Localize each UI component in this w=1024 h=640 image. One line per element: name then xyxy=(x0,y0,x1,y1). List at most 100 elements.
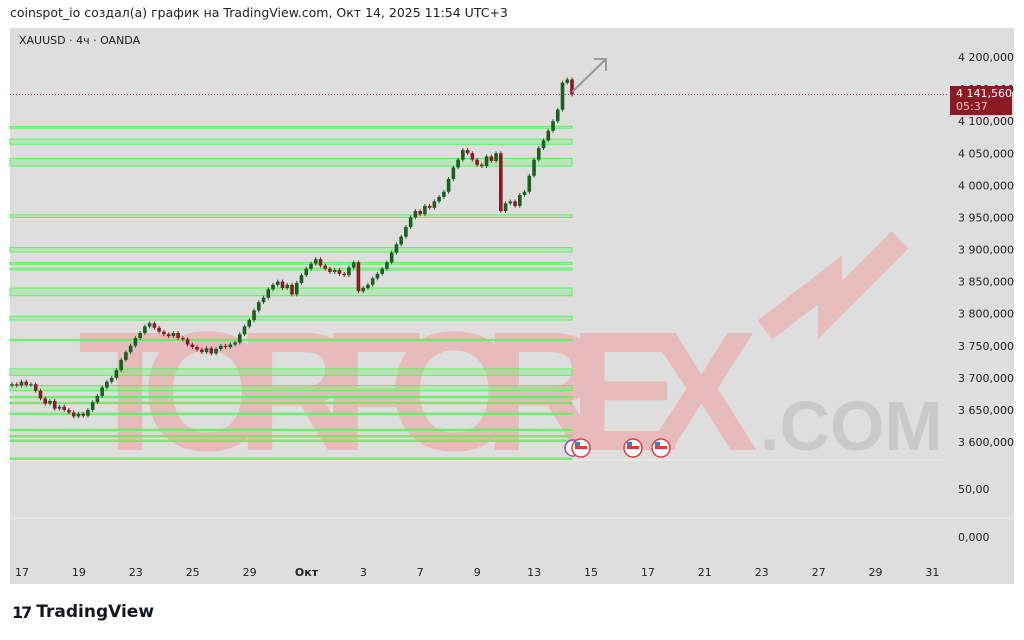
candle-body xyxy=(247,320,252,327)
support-zone xyxy=(9,428,573,431)
candle-body xyxy=(166,334,171,337)
candle-body xyxy=(237,334,242,343)
date-tick-label: 27 xyxy=(812,566,826,579)
candle-body xyxy=(536,148,541,160)
candle-body xyxy=(437,196,441,202)
price-tick-label: 3 700,000 xyxy=(958,372,1014,385)
last-price-tag: 4 141,560 05:37 xyxy=(950,86,1012,115)
date-tick-label: 23 xyxy=(129,566,143,579)
date-tick-label: 25 xyxy=(186,566,200,579)
candle-body xyxy=(133,338,138,346)
candle-body xyxy=(318,259,323,266)
support-zone xyxy=(9,315,573,321)
candle-body xyxy=(52,400,57,409)
date-tick-label: 19 xyxy=(72,566,86,579)
price-tick-label: 3 600,000 xyxy=(958,436,1014,449)
candle-body xyxy=(171,332,176,337)
candle-body xyxy=(337,270,342,274)
candle-body xyxy=(252,310,256,321)
candle-body xyxy=(565,79,570,83)
candle-body xyxy=(71,412,76,417)
candle-body xyxy=(313,259,318,264)
candle-body xyxy=(461,150,465,160)
candle-body xyxy=(223,345,228,348)
candle-body xyxy=(356,262,361,292)
support-zone xyxy=(9,368,573,376)
price-tick-label: 3 800,000 xyxy=(958,308,1014,321)
candle-body xyxy=(19,381,24,386)
candle-body xyxy=(67,409,71,413)
candle-body xyxy=(304,268,309,276)
date-tick-label: 7 xyxy=(417,566,424,579)
candle-body xyxy=(427,205,432,208)
support-zone xyxy=(9,247,573,253)
candle-body xyxy=(370,278,375,285)
date-tick-label: 21 xyxy=(698,566,712,579)
candle-body xyxy=(475,159,479,165)
candle-body xyxy=(408,217,413,228)
candle-body xyxy=(214,348,218,354)
tradingview-mark-icon: 17 xyxy=(12,602,32,622)
candle-body xyxy=(489,156,494,161)
price-tick-label: 4 100,000 xyxy=(958,115,1014,128)
candle-body xyxy=(299,275,304,283)
candle-body xyxy=(219,345,223,349)
candle-body xyxy=(143,326,147,333)
candle-body xyxy=(404,227,408,237)
candle-body xyxy=(499,153,503,212)
symbol-info: XAUUSD · 4ч · OANDA xyxy=(19,34,141,47)
candle-body xyxy=(204,348,209,353)
candle-body xyxy=(43,398,48,404)
candle-body xyxy=(81,413,85,416)
candle-body xyxy=(200,349,204,353)
candle-body xyxy=(147,323,152,327)
price-tick-label: 4 200,000 xyxy=(958,51,1014,64)
candle-body xyxy=(280,281,285,289)
candle-body xyxy=(484,156,489,167)
support-zone xyxy=(9,439,573,442)
pane-label: 0,000 xyxy=(958,531,990,544)
candle-body xyxy=(380,268,384,274)
price-tick-label: 4 000,000 xyxy=(958,179,1014,192)
candle-body xyxy=(551,121,555,131)
support-zone xyxy=(9,157,573,167)
candle-body xyxy=(285,284,290,289)
last-price-value: 4 141,560 xyxy=(956,87,1012,100)
candle-body xyxy=(24,381,29,385)
candle-body xyxy=(209,348,214,354)
candle-body xyxy=(185,339,190,345)
tradingview-logo[interactable]: 17 TradingView xyxy=(12,602,154,622)
candle-body xyxy=(14,384,19,386)
candle-body xyxy=(351,262,356,268)
candle-body xyxy=(190,344,195,348)
candle-body xyxy=(114,370,119,378)
candle-body xyxy=(228,344,233,348)
pane-label: 50,00 xyxy=(958,483,990,496)
watermark-logo: TORFOREX .COM xyxy=(78,231,943,487)
price-tick-label: 4 050,000 xyxy=(958,147,1014,160)
candle-body xyxy=(508,201,513,204)
candle-body xyxy=(555,109,560,122)
candle-body xyxy=(157,327,161,332)
candle-body xyxy=(100,387,104,396)
candle-body xyxy=(394,244,399,253)
candle-body xyxy=(86,409,90,416)
candle-body xyxy=(560,82,565,110)
candle-body xyxy=(480,164,484,167)
candle-body xyxy=(290,284,294,295)
candle-body xyxy=(389,252,394,263)
brand-name: TradingView xyxy=(36,602,155,622)
candle-body xyxy=(119,359,123,371)
candle-body xyxy=(413,211,418,218)
candle-body xyxy=(242,326,247,335)
watermark-text-com: .COM xyxy=(760,387,943,465)
candle-body xyxy=(261,297,266,303)
projection-arrow-icon xyxy=(571,58,607,93)
date-tick-label: 31 xyxy=(925,566,939,579)
candle-body xyxy=(446,178,451,192)
candle-body xyxy=(347,267,351,276)
candle-body xyxy=(57,406,62,409)
candle-body xyxy=(128,345,133,353)
candle-body xyxy=(29,384,33,386)
